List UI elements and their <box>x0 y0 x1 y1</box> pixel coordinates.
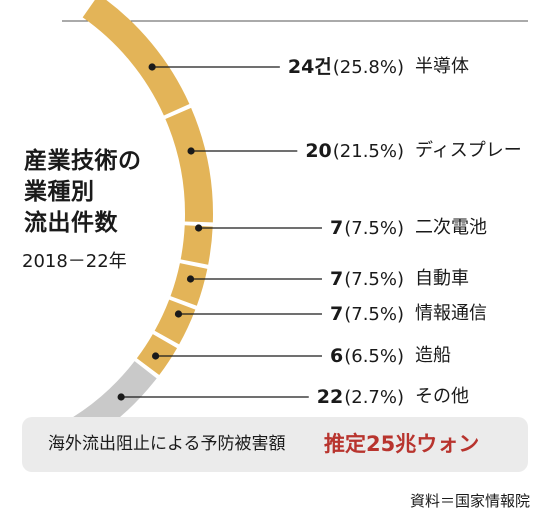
slice-count: 7 <box>329 217 344 239</box>
arc-segment-5 <box>154 299 196 345</box>
slice-value-2: 20(21.5%) <box>305 136 404 167</box>
slice-value-5: 7(7.5%) <box>330 299 404 330</box>
slice-count: 22 <box>316 386 344 408</box>
slice-label-4: 7(7.5%) 自動車 <box>0 264 550 294</box>
slice-count: 24건 <box>287 56 332 78</box>
chart-period: 2018－22年 <box>22 251 127 272</box>
slice-percent: (7.5%) <box>344 269 404 290</box>
slice-category: 二次電池 <box>415 217 487 238</box>
slice-category: 自動車 <box>415 268 469 289</box>
leader-dot-3 <box>195 224 203 232</box>
arc-segment-1 <box>82 0 190 116</box>
slice-label-3: 7(7.5%) 二次電池 <box>0 213 550 243</box>
slice-percent: (2.7%) <box>344 387 404 408</box>
chart-title-line-1: 産業技術の <box>24 148 142 174</box>
leader-dot-2 <box>187 147 195 155</box>
slice-count: 20 <box>305 140 332 162</box>
leader-dot-5 <box>174 310 183 318</box>
slice-label-1: 24건(25.8%) 半導体 <box>0 52 550 82</box>
arc-segment-3 <box>180 225 213 265</box>
slice-percent: (7.5%) <box>344 304 404 325</box>
banner-label: 海外流出阻止による予防被害額 <box>48 434 286 454</box>
slice-label-6: 6(6.5%) 造船 <box>0 341 550 371</box>
arc-segment-4 <box>170 263 208 306</box>
slice-value-4: 7(7.5%) <box>330 264 404 295</box>
slice-category: 半導体 <box>415 56 469 77</box>
slice-count: 7 <box>329 303 344 325</box>
slice-category: その他 <box>415 386 469 407</box>
slice-count: 7 <box>329 268 344 290</box>
slice-category: 造船 <box>415 345 451 366</box>
slice-label-5: 7(7.5%) 情報通信 <box>0 299 550 329</box>
slice-percent: (7.5%) <box>344 218 404 239</box>
damage-banner: 海外流出阻止による予防被害額 推定25兆ウォン <box>22 417 528 472</box>
leader-dot-6 <box>151 352 160 360</box>
chart-title: 産業技術の 業種別 流出件数 <box>24 146 142 239</box>
leader-lines <box>117 63 322 401</box>
chart-title-line-3: 流出件数 <box>24 210 118 236</box>
leader-dot-4 <box>186 275 195 283</box>
slice-value-3: 7(7.5%) <box>330 213 404 244</box>
slice-percent: (25.8%) <box>332 57 404 78</box>
slice-label-2: 20(21.5%) ディスプレー <box>0 136 550 166</box>
slice-percent: (21.5%) <box>332 141 404 162</box>
chart-title-line-2: 業種別 <box>24 179 95 205</box>
banner-value: 推定25兆ウォン <box>324 432 480 456</box>
slice-category: ディスプレー <box>415 140 522 161</box>
arc-segment-2 <box>165 107 213 223</box>
slice-category: 情報通信 <box>415 303 487 324</box>
source-note: 資料＝国家情報院 <box>409 492 530 510</box>
slice-value-7: 22(2.7%) <box>317 382 404 413</box>
slice-value-6: 6(6.5%) <box>330 341 404 372</box>
slice-value-1: 24건(25.8%) <box>288 52 404 83</box>
slice-percent: (6.5%) <box>344 346 404 367</box>
leader-dot-7 <box>117 393 125 401</box>
slice-label-7: 22(2.7%) その他 <box>0 382 550 412</box>
leader-dot-1 <box>148 63 156 71</box>
slice-count: 6 <box>329 345 344 367</box>
